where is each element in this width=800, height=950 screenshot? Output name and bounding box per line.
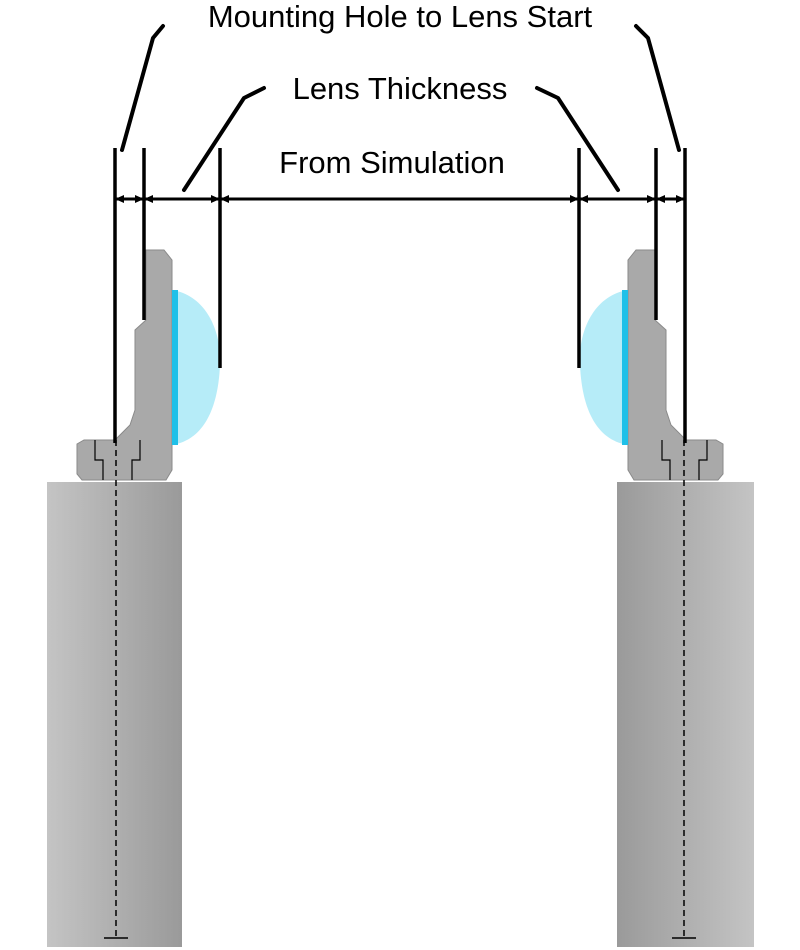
dimension-arrow-icon	[676, 195, 685, 203]
bolt-right-a	[661, 440, 671, 480]
lens-left-flat-face	[172, 290, 178, 445]
lens-left	[172, 290, 221, 445]
bolt-left-b	[131, 440, 141, 480]
label-mounting-hole-to-lens-start: Mounting Hole to Lens Start	[208, 0, 593, 34]
post-right	[617, 482, 754, 947]
dimension-arrow-icon	[579, 195, 588, 203]
dimension-arrow-icon	[135, 195, 144, 203]
label-lens-thickness: Lens Thickness	[293, 71, 508, 106]
leader-lens-thickness-left	[182, 86, 266, 192]
bolt-right-b	[698, 440, 708, 480]
dimension-arrow-icon	[656, 195, 665, 203]
label-from-simulation: From Simulation	[279, 145, 505, 180]
bolt-left-a	[94, 440, 104, 480]
leader-mounting-hole-right	[634, 24, 681, 152]
lens-right	[579, 290, 628, 445]
mount-left	[76, 249, 173, 481]
dimension-arrow-icon	[220, 195, 229, 203]
leader-mounting-hole-left	[120, 24, 165, 152]
leader-lens-thickness-right	[535, 86, 620, 192]
dimension-arrow-icon	[115, 195, 124, 203]
dimension-arrow-icon	[144, 195, 153, 203]
dimension-arrow-icon	[211, 195, 220, 203]
dimension-arrow-icon	[570, 195, 579, 203]
lens-right-flat-face	[622, 290, 628, 445]
post-left	[47, 482, 182, 947]
dimension-arrow-icon	[647, 195, 656, 203]
mount-right	[627, 249, 724, 481]
